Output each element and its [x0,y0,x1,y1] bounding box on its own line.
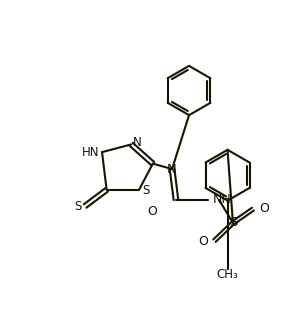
Text: O: O [259,202,269,215]
Text: HN: HN [82,146,100,159]
Text: CH₃: CH₃ [217,268,239,281]
Text: N: N [167,162,177,176]
Text: S: S [75,199,82,212]
Text: O: O [148,205,157,218]
Text: S: S [229,217,237,230]
Text: NH: NH [213,193,232,206]
Text: N: N [133,136,142,149]
Text: O: O [199,235,208,248]
Text: S: S [142,184,149,197]
